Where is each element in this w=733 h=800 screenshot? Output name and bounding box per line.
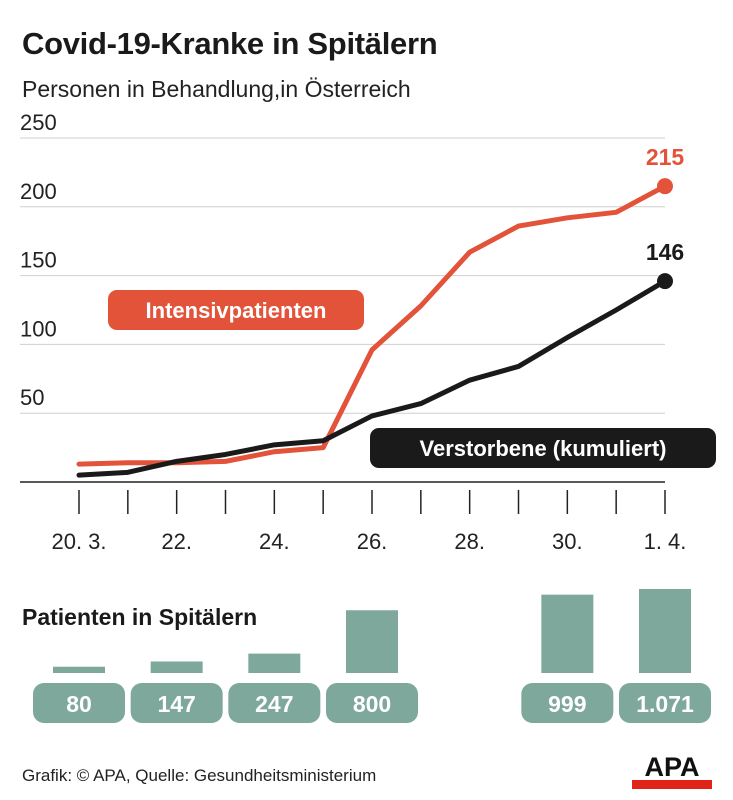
bar-value-label: 147 — [157, 691, 195, 717]
bar-value-pill — [521, 683, 614, 723]
x-tick-label: 26. — [357, 529, 388, 554]
bar-chart: 80 147 247 800 999 1.071 — [33, 589, 711, 723]
series-end-point — [657, 178, 673, 195]
bar — [541, 594, 594, 673]
bar-value-label: 80 — [66, 691, 92, 717]
bar — [248, 653, 301, 673]
bar-value-label: 999 — [548, 691, 586, 717]
bar — [639, 589, 691, 673]
bar-value-label: 800 — [353, 691, 391, 717]
source-credit: Grafik: © APA, Quelle: Gesundheitsminist… — [22, 766, 377, 785]
x-axis: 20. 3. 22. 24. 26. 28. 30. 1. 4. — [20, 481, 687, 554]
y-tick-label: 100 — [20, 316, 57, 341]
series-line-verstorbene — [76, 278, 668, 478]
bar-value-label: 1.071 — [636, 691, 694, 717]
apa-logo: APA — [632, 752, 712, 789]
series-end-label: 146 — [646, 239, 684, 265]
legend-intensiv-label: Intensivpatienten — [146, 298, 327, 323]
bar-value-pill — [619, 683, 711, 723]
y-tick-label: 250 — [20, 110, 57, 135]
bar-value-pill — [33, 683, 125, 723]
series-lines: 215 146 — [76, 144, 685, 478]
x-tick-label: 1. 4. — [644, 529, 687, 554]
bar-value-pill — [326, 683, 418, 723]
bar-chart-title: Patienten in Spitälern — [22, 604, 258, 630]
series-end-point — [657, 273, 673, 290]
x-tick-label: 30. — [552, 529, 583, 554]
bar — [346, 610, 398, 673]
x-tick-label: 20. 3. — [51, 529, 106, 554]
bar — [150, 661, 203, 673]
chart-title: Covid-19-Kranke in Spitälern — [22, 26, 438, 61]
series-end-label: 215 — [646, 144, 685, 170]
legend-verstorbene-label: Verstorbene (kumuliert) — [420, 436, 667, 461]
series-labels: Intensivpatienten Verstorbene (kumuliert) — [108, 290, 716, 468]
y-tick-label: 200 — [20, 179, 57, 204]
bar — [53, 666, 105, 673]
x-tick-label: 22. — [161, 529, 192, 554]
chart-subtitle: Personen in Behandlung,in Österreich — [22, 76, 411, 102]
y-tick-label: 50 — [20, 385, 44, 410]
legend-verstorbene-box — [370, 428, 716, 468]
x-tick-label: 24. — [259, 529, 290, 554]
legend-intensiv-box — [108, 290, 364, 330]
bar-value-label: 247 — [255, 691, 293, 717]
grid-lines — [20, 137, 665, 414]
x-tick-label: 28. — [454, 529, 485, 554]
y-axis-ticks: 50 100 150 200 250 — [20, 110, 57, 410]
line-chart: 50 100 150 200 250 20. 3. 22. 24. 26. 28. 30. 1. 4… — [20, 110, 716, 723]
y-tick-label: 150 — [20, 248, 57, 273]
svg-text:APA: APA — [644, 752, 699, 782]
bar-value-pill — [228, 683, 321, 723]
bar-value-pill — [130, 683, 223, 723]
